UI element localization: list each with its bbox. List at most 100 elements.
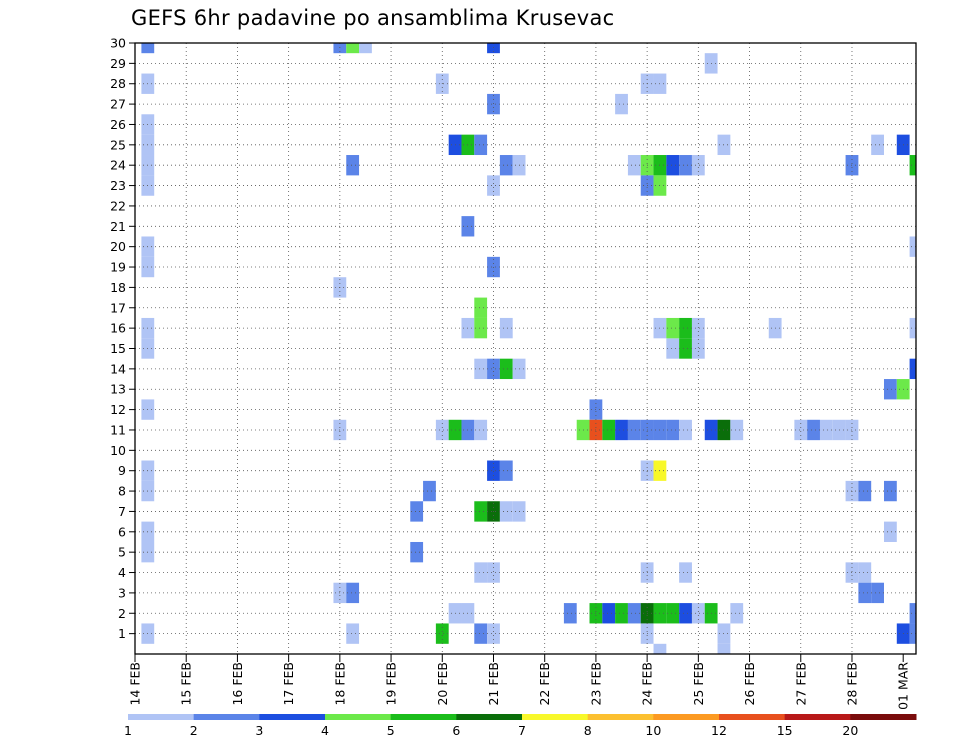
heatmap-cell [474, 562, 488, 583]
colorbar-label: 8 [584, 723, 592, 738]
colorbar-swatch [325, 714, 392, 720]
y-tick-label: 2 [118, 606, 126, 621]
heatmap-cell [909, 317, 916, 339]
colorbar-swatch [587, 714, 654, 720]
y-tick-label: 20 [110, 239, 126, 254]
heatmap-cell [679, 419, 692, 441]
heatmap-cell [602, 419, 616, 441]
heatmap-cell [679, 317, 692, 339]
chart-title: GEFS 6hr padavine po ansamblima Krusevac [131, 6, 615, 30]
colorbar-swatch [653, 714, 720, 720]
colorbar: 1 2 3 4 5 6 7 8 10 12 15 20 [124, 714, 917, 738]
x-tick-label: 23 FEB [588, 662, 603, 706]
x-tick-label: 26 FEB [742, 662, 757, 706]
heatmap-cell [883, 521, 897, 542]
heatmap-cell [730, 603, 744, 624]
heatmap-cell [883, 480, 897, 502]
heatmap-cell [615, 419, 628, 441]
y-tick-label: 10 [110, 443, 126, 458]
x-tick-label: 18 FEB [332, 662, 347, 706]
heatmap-cell [474, 358, 488, 380]
heatmap-cell [871, 582, 884, 604]
y-tick-label: 26 [110, 117, 126, 132]
heatmap-cell [883, 379, 897, 400]
heatmap-cell [423, 480, 436, 502]
colorbar-swatch [456, 714, 523, 720]
heatmap-cell [666, 155, 680, 176]
heatmap-cell [474, 134, 488, 156]
x-tick-label: 20 FEB [435, 662, 450, 706]
x-tick-label: 28 FEB [844, 662, 859, 706]
y-tick-label: 27 [110, 97, 126, 112]
colorbar-label: 1 [124, 723, 132, 738]
y-tick-label: 25 [110, 137, 126, 152]
heatmap-cell [691, 155, 705, 176]
x-tick-label: 14 FEB [128, 662, 143, 706]
heatmap-cell [346, 623, 360, 644]
heatmap-cell [691, 603, 705, 624]
heatmap-cell [615, 93, 628, 115]
y-tick-label: 5 [118, 545, 126, 560]
heatmap-cell [487, 43, 500, 54]
heatmap-cell [474, 317, 488, 339]
heatmap-cell [909, 358, 916, 380]
heatmap-cell [474, 297, 488, 318]
colorbar-swatch [719, 714, 786, 720]
y-tick-label: 19 [110, 260, 126, 275]
heatmap-cell [333, 43, 347, 54]
heatmap-cell [794, 419, 808, 441]
x-tick-label: 16 FEB [230, 662, 245, 706]
heatmap-cell [563, 603, 577, 624]
heatmap-cell [474, 623, 488, 644]
colorbar-swatch [850, 714, 917, 720]
y-tick-label: 1 [118, 626, 126, 641]
y-tick-label: 21 [110, 219, 126, 234]
heatmap-cell [679, 562, 692, 583]
heatmap-cell [666, 338, 680, 359]
x-tick-label: 15 FEB [179, 662, 194, 706]
heatmap-cell [499, 317, 513, 339]
colorbar-label: 4 [321, 723, 329, 738]
x-tick-label: 27 FEB [793, 662, 808, 706]
y-tick-label: 8 [118, 484, 126, 499]
colorbar-swatch [193, 714, 260, 720]
heatmap-cell [487, 358, 500, 380]
x-tick-label: 25 FEB [691, 662, 706, 706]
heatmap-cell [627, 155, 641, 176]
heatmap-cell [487, 175, 500, 196]
heatmap-cell [499, 501, 513, 522]
heatmap-cell [819, 419, 833, 441]
heatmap-cell [487, 562, 500, 583]
y-tick-label: 11 [110, 422, 126, 437]
heatmap-cell [602, 603, 616, 624]
heatmap-cell [410, 501, 424, 522]
y-tick-label: 17 [110, 300, 126, 315]
heatmap-cell [858, 582, 872, 604]
y-tick-label: 15 [110, 341, 126, 356]
heatmap-cell [679, 603, 692, 624]
heatmap-cell [615, 603, 628, 624]
colorbar-label: 10 [645, 723, 661, 738]
x-tick-label: 22 FEB [537, 662, 552, 706]
y-tick-label: 9 [118, 463, 126, 478]
heatmap-cell [474, 501, 488, 522]
y-tick-label: 14 [110, 361, 126, 376]
y-tick-label: 7 [118, 504, 126, 519]
heatmap-cell [909, 623, 916, 644]
heatmap-cell [627, 419, 641, 441]
heatmap-cell [346, 582, 360, 604]
heatmap-cell [666, 317, 680, 339]
heatmap-cell [410, 541, 424, 563]
y-tick-label: 6 [118, 524, 126, 539]
x-tick-label: 21 FEB [486, 662, 501, 706]
colorbar-swatch [259, 714, 326, 720]
heatmap-cell [474, 419, 488, 441]
heatmap-cell [679, 155, 692, 176]
heatmap-cell [717, 643, 731, 654]
heatmap-cell [871, 134, 884, 156]
colorbar-label: 20 [842, 723, 858, 738]
heatmap-cell [691, 338, 705, 359]
colorbar-label: 3 [255, 723, 263, 738]
heatmap-cell [858, 562, 872, 583]
